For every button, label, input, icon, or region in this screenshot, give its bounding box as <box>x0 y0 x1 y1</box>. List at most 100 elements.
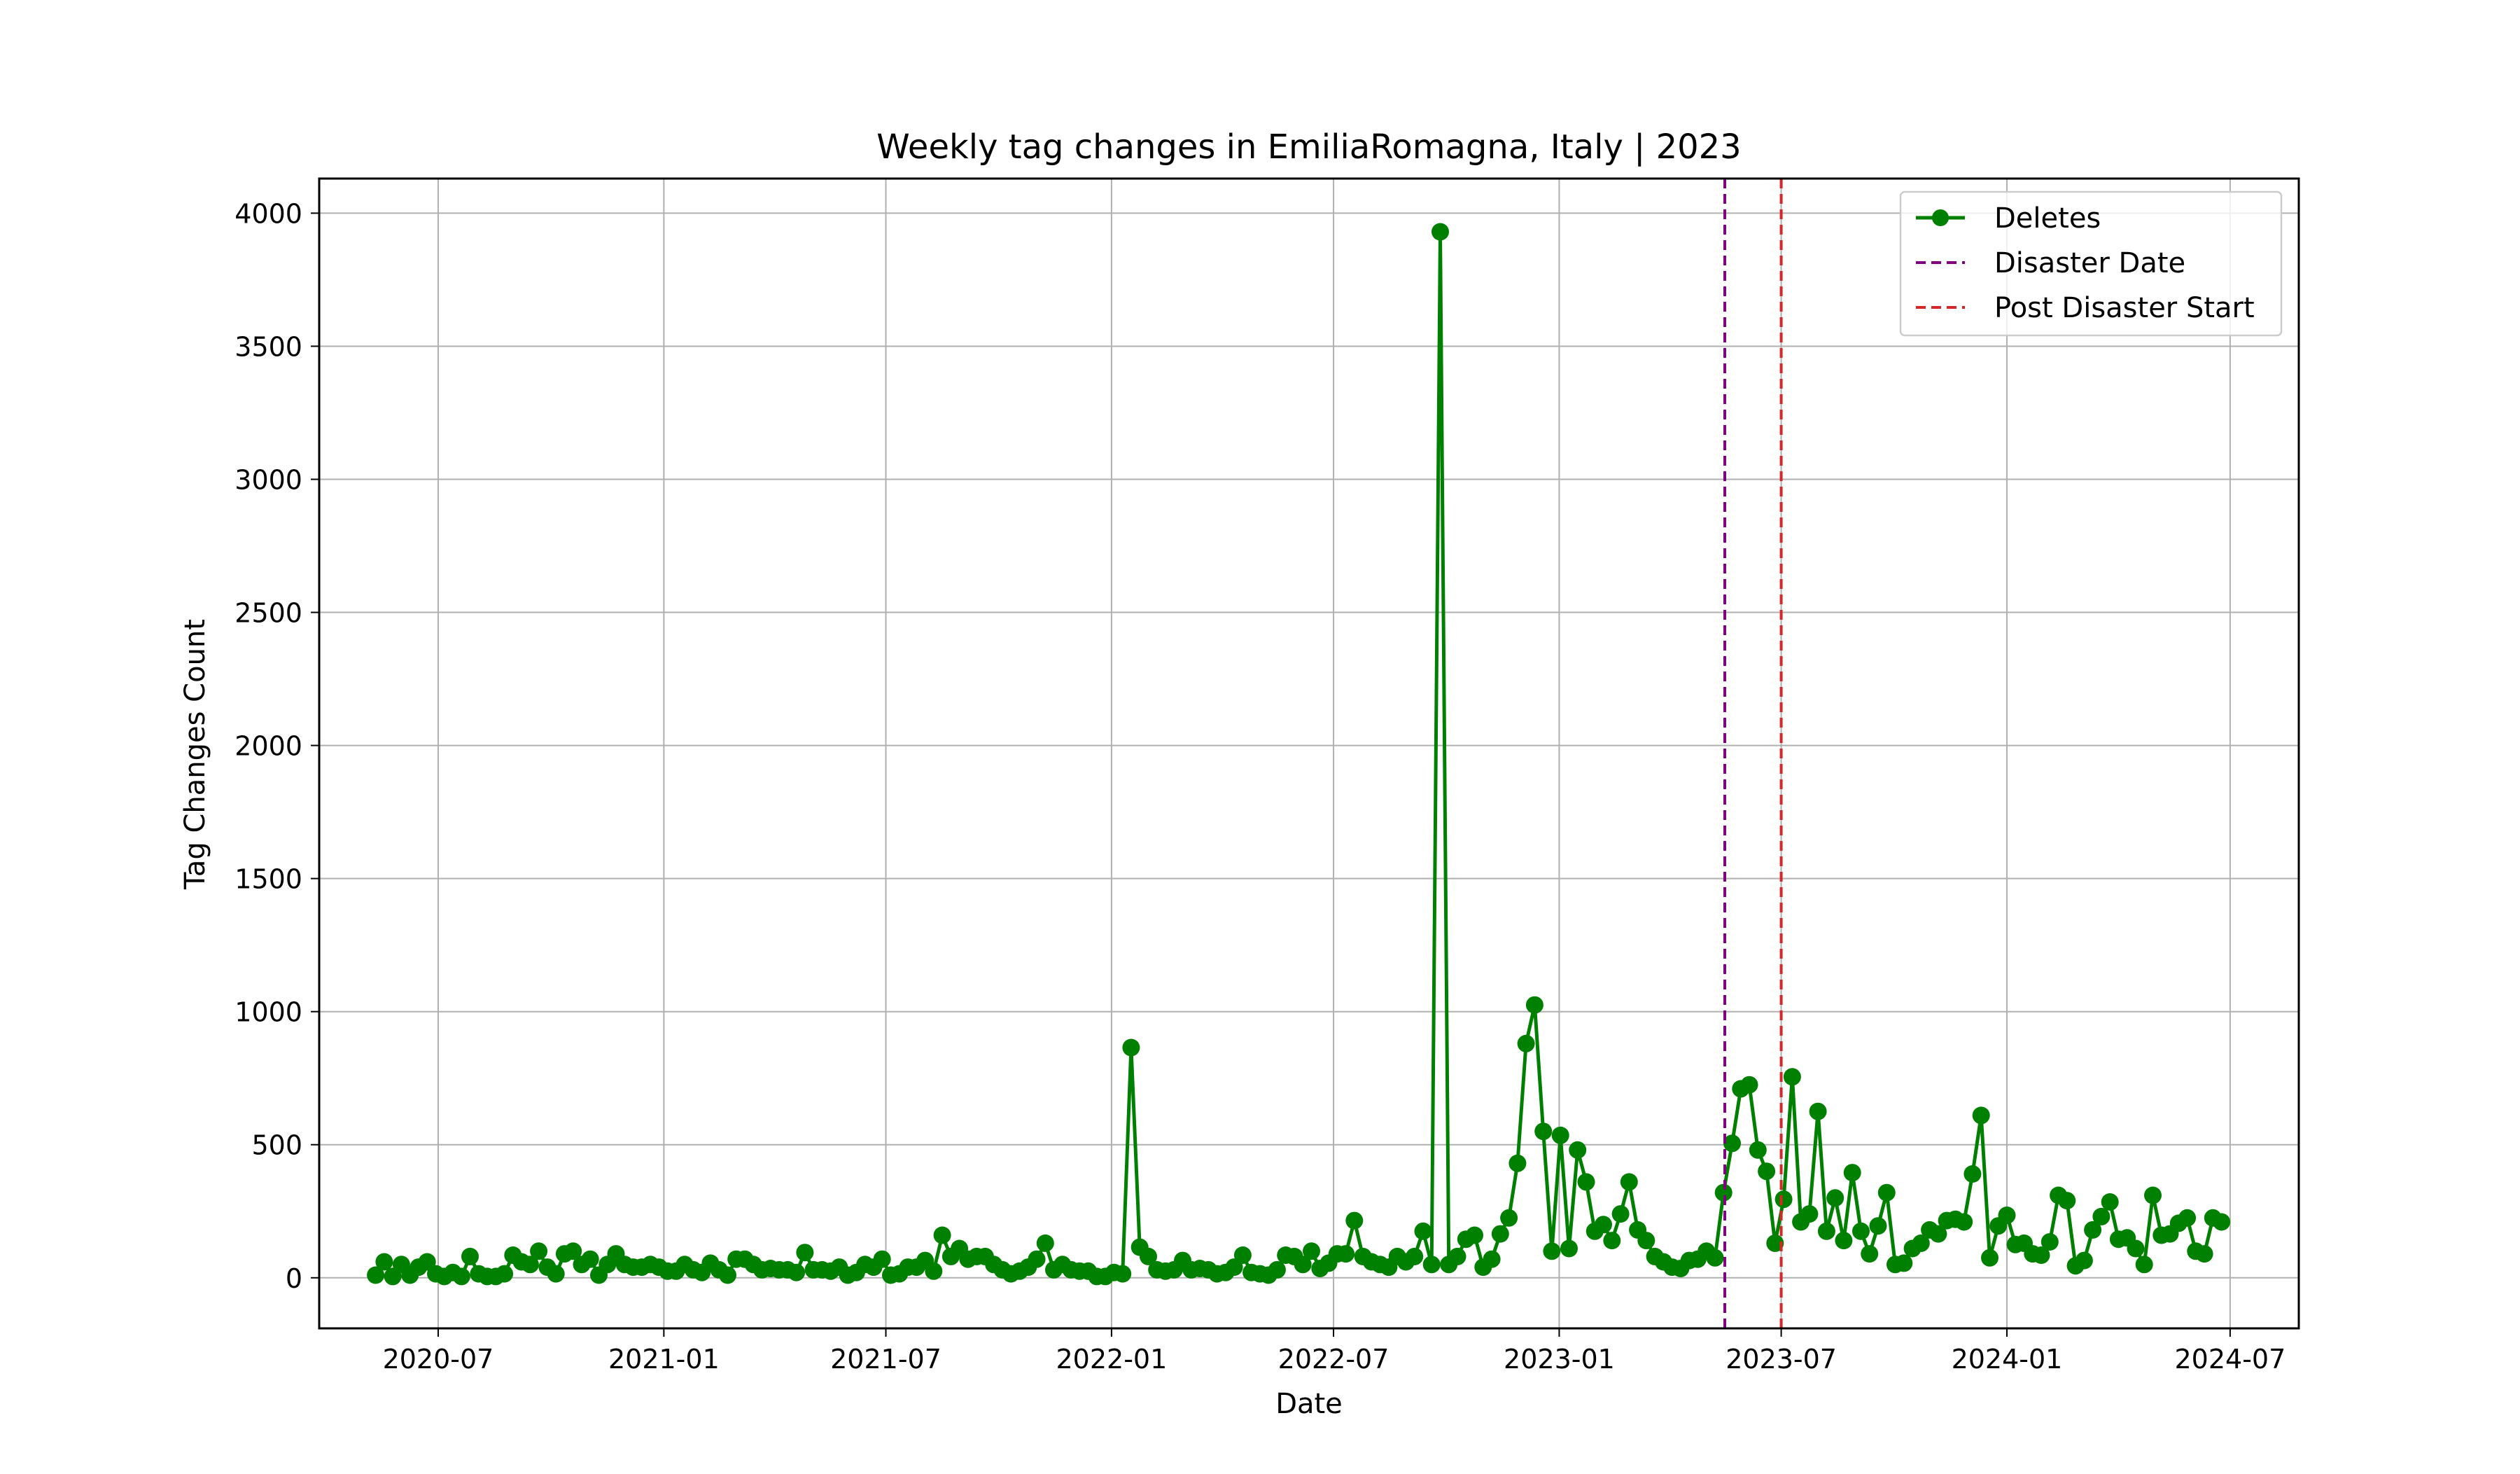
data-point <box>1525 996 1544 1014</box>
data-point <box>1483 1250 1501 1268</box>
y-tick-label: 3000 <box>234 465 302 496</box>
data-point <box>1929 1225 1947 1243</box>
data-point <box>1028 1250 1046 1268</box>
data-point <box>1963 1165 1982 1183</box>
data-point <box>1500 1209 1518 1227</box>
y-tick-label: 500 <box>251 1130 302 1161</box>
data-point <box>1577 1173 1595 1191</box>
data-point <box>2084 1221 2102 1239</box>
data-point <box>1843 1164 1861 1182</box>
data-point <box>1783 1068 1801 1086</box>
chart-title: Weekly tag changes in EmiliaRomagna, Ita… <box>876 127 1741 167</box>
data-point <box>1758 1162 1776 1181</box>
data-point <box>1294 1256 1312 1274</box>
data-point <box>2127 1239 2145 1258</box>
data-point <box>1637 1232 1656 1250</box>
data-point <box>581 1250 599 1268</box>
data-point <box>530 1242 548 1260</box>
x-axis-label: Date <box>1275 1388 1343 1420</box>
data-point <box>1303 1242 1320 1260</box>
data-point <box>1508 1154 1527 1172</box>
x-tick-label: 2023-07 <box>1726 1344 1837 1375</box>
data-point <box>1611 1205 1630 1223</box>
data-point <box>2032 1246 2050 1264</box>
data-point <box>2058 1192 2076 1210</box>
data-point <box>1835 1232 1853 1250</box>
data-point <box>1749 1141 1767 1159</box>
y-tick-label: 2000 <box>234 731 302 762</box>
data-point <box>1714 1183 1732 1202</box>
legend: Deletes Disaster Date Post Disaster Star… <box>1899 190 2283 337</box>
data-point <box>1595 1216 1612 1234</box>
data-point <box>1114 1265 1132 1283</box>
data-point <box>375 1253 393 1271</box>
data-point <box>1620 1173 1638 1191</box>
y-tick-label: 1000 <box>234 997 302 1028</box>
data-point <box>1543 1242 1561 1260</box>
data-point <box>2135 1256 2153 1274</box>
data-point <box>1972 1106 1990 1125</box>
data-point <box>1706 1249 1724 1267</box>
x-tick-label: 2024-01 <box>1952 1344 2063 1375</box>
data-point <box>2178 1209 2197 1227</box>
grid <box>319 179 2299 1328</box>
x-tick-label: 2024-07 <box>2174 1344 2286 1375</box>
x-tick-label: 2020-07 <box>383 1344 494 1375</box>
data-point <box>1448 1247 1466 1265</box>
data-point <box>1895 1254 1913 1272</box>
data-point <box>788 1263 806 1281</box>
plot-frame <box>318 177 2300 1330</box>
data-point <box>1466 1226 1483 1244</box>
data-point <box>2195 1245 2213 1263</box>
data-point <box>1345 1211 1364 1230</box>
axis-ticks: 2020-07 2021-01 2021-07 2022-01 2022-07 2023-… <box>234 198 2286 1375</box>
data-point <box>1551 1126 1569 1144</box>
data-point <box>1122 1038 1140 1057</box>
data-point <box>1766 1234 1784 1252</box>
data-point <box>1140 1247 1157 1265</box>
legend-box <box>1899 190 2283 337</box>
data-point <box>1998 1207 2016 1224</box>
data-point <box>1036 1234 1054 1252</box>
data-point <box>719 1266 736 1284</box>
data-point <box>1560 1239 1578 1258</box>
data-point <box>1603 1232 1621 1250</box>
data-point <box>1861 1245 1879 1263</box>
data-point <box>1869 1217 1887 1235</box>
data-point <box>1955 1213 1973 1231</box>
data-point <box>1414 1222 1432 1240</box>
data-point <box>1233 1246 1252 1264</box>
y-axis-label: Tag Changes Count <box>179 619 211 890</box>
data-point <box>2213 1213 2231 1231</box>
data-point <box>796 1244 814 1262</box>
data-point <box>2144 1186 2162 1204</box>
legend-deletes-label: Deletes <box>1994 202 2101 235</box>
x-tick-label: 2022-01 <box>1056 1344 1168 1375</box>
y-tick-label: 4000 <box>234 198 302 229</box>
data-point <box>1432 223 1449 241</box>
y-tick-label: 2500 <box>234 598 302 629</box>
data-point <box>925 1262 943 1280</box>
data-point <box>1723 1134 1741 1153</box>
x-tick-label: 2022-07 <box>1278 1344 1390 1375</box>
data-point <box>1912 1234 1930 1252</box>
data-point <box>1491 1225 1509 1243</box>
x-tick-label: 2021-07 <box>830 1344 941 1375</box>
data-point <box>1534 1122 1553 1141</box>
x-tick-label: 2023-01 <box>1504 1344 1615 1375</box>
legend-disaster-date-label: Disaster Date <box>1994 247 2185 279</box>
data-point <box>496 1265 514 1283</box>
data-point <box>1981 1249 1998 1267</box>
data-point <box>1337 1245 1355 1263</box>
data-point <box>461 1247 479 1265</box>
data-point <box>547 1265 565 1283</box>
data-point <box>452 1267 470 1286</box>
data-point <box>2092 1207 2110 1225</box>
data-point <box>1809 1102 1827 1120</box>
data-point <box>1268 1260 1286 1279</box>
legend-post-disaster-start-label: Post Disaster Start <box>1994 292 2255 324</box>
data-point <box>1517 1034 1535 1052</box>
data-point <box>2101 1193 2119 1211</box>
y-tick-label: 0 <box>286 1263 302 1294</box>
